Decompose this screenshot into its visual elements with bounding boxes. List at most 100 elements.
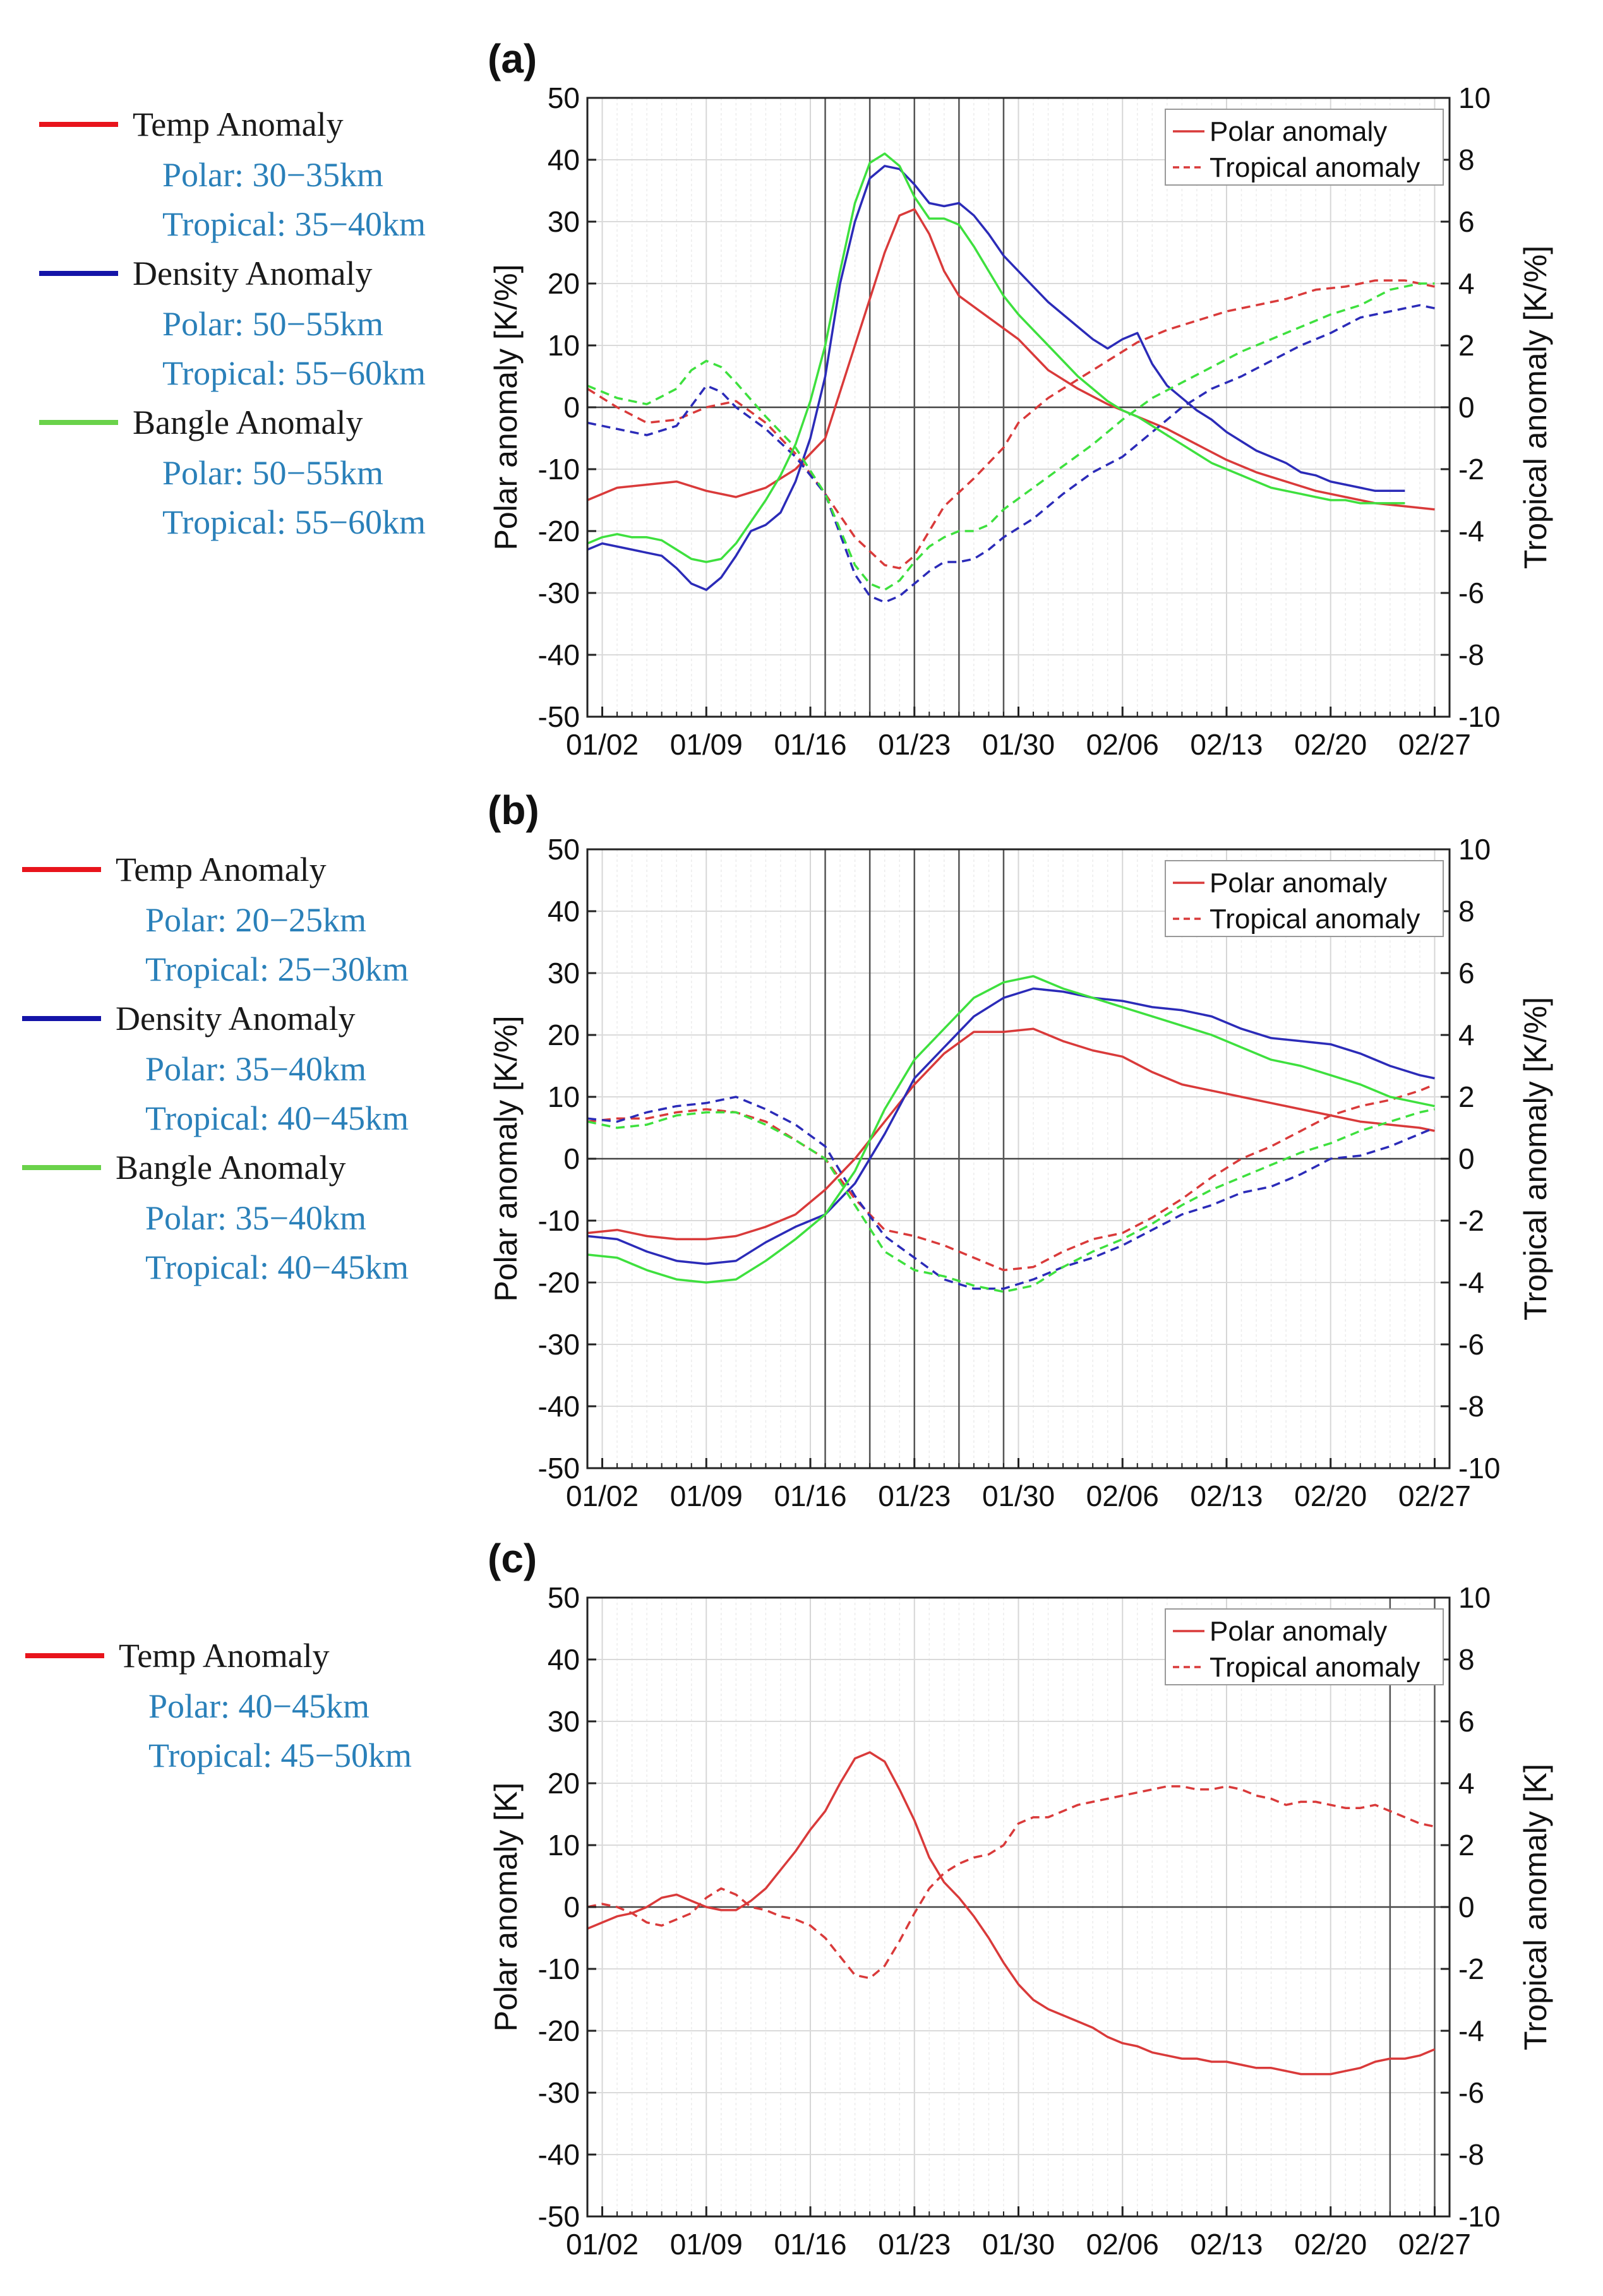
y2-tick-label: 0 [1458,391,1475,424]
x-tick-label: 02/20 [1294,2228,1367,2261]
y2-tick-label: 6 [1458,1705,1475,1738]
side-legend-polar: Polar: 35−40km [145,1199,366,1237]
y-axis-label: Polar anomaly [K] [488,1783,524,2032]
side-legend-polar: Polar: 50−55km [162,454,383,492]
x-tick-label: 01/30 [982,1480,1055,1512]
y2-axis-label: Tropical anomaly [K] [1518,1764,1553,2050]
x-tick-label: 01/09 [670,1480,743,1512]
y2-axis-label: Tropical anomaly [K/%] [1518,246,1553,569]
y2-tick-label: -2 [1458,453,1484,486]
y2-tick-label: 8 [1458,143,1475,176]
y-tick-label: 30 [548,205,580,238]
y2-tick-label: 8 [1458,1643,1475,1676]
y2-tick-label: 0 [1458,1891,1475,1923]
x-tick-label: 01/16 [774,1480,846,1512]
side-legend-tropical: Tropical: 45−50km [148,1737,412,1774]
inner-legend: Polar anomaly Tropical anomaly [1165,1608,1444,1685]
y2-tick-label: 4 [1458,267,1475,300]
inner-legend: Polar anomaly Tropical anomaly [1165,109,1444,186]
y2-tick-label: -8 [1458,2138,1484,2171]
side-legend-polar: Polar: 35−40km [145,1050,366,1088]
series-line-density-polar [587,165,1405,591]
series-line-tropical [587,1785,1435,1980]
y-axis-label: Polar anomaly [K/%] [488,1016,524,1302]
y-tick-label: 20 [548,1019,580,1051]
x-tick-label: 01/23 [878,1480,951,1512]
series-line-temp-tropical [587,279,1435,570]
legend-label-polar: Polar anomaly [1210,116,1387,147]
y-tick-label: -30 [538,1328,580,1361]
x-tick-label: 02/13 [1190,1480,1263,1512]
legend-label-tropical: Tropical anomaly [1210,904,1420,935]
series-line-density-tropical [587,304,1435,604]
x-tick-label: 01/23 [878,2228,951,2261]
y2-tick-label: -10 [1458,700,1500,733]
y-axis-label: Polar anomaly [K/%] [488,265,524,551]
y-tick-label: 20 [548,1767,580,1800]
y2-tick-label: 4 [1458,1019,1475,1051]
y-tick-label: -20 [538,2014,580,2047]
y2-tick-label: -8 [1458,638,1484,671]
inner-legend-box [1165,109,1444,186]
side-legend-title: Density Anomaly [116,1000,355,1037]
y2-tick-label: -10 [1458,2200,1500,2233]
panel-label: (c) [488,1536,537,1581]
y2-tick-label: 10 [1458,833,1491,866]
x-tick-label: 01/30 [982,728,1055,761]
y-tick-label: -20 [538,1266,580,1299]
y-tick-label: 10 [548,1829,580,1862]
side-legend-polar: Polar: 40−45km [148,1687,369,1725]
x-tick-label: 01/16 [774,728,846,761]
side-legend-polar: Polar: 30−35km [162,156,383,194]
side-legend-tropical: Tropical: 25−30km [145,950,409,988]
side-legend-tropical: Tropical: 55−60km [162,503,426,541]
y2-tick-label: 2 [1458,329,1475,362]
y2-tick-label: -4 [1458,2014,1484,2047]
x-tick-label: 02/27 [1398,728,1471,761]
y2-tick-label: 6 [1458,957,1475,990]
y-tick-label: -50 [538,1452,580,1485]
series-line-bangle-polar [587,152,1405,563]
series-line-temp-polar [587,208,1435,511]
side-legend-tropical: Tropical: 55−60km [162,354,426,392]
series-line-temp-polar [587,1027,1435,1241]
y2-axis-label: Tropical anomaly [K/%] [1518,997,1553,1320]
side-legend-polar: Polar: 50−55km [162,305,383,343]
x-tick-label: 01/02 [566,2228,639,2261]
x-tick-label: 01/30 [982,2228,1055,2261]
y2-tick-label: -2 [1458,1952,1484,1985]
x-tick-label: 01/02 [566,1480,639,1512]
side-legend: Temp Anomaly Polar: 30−35km Tropical: 35−4… [39,105,426,541]
x-tick-label: 02/20 [1294,1480,1367,1512]
y2-tick-label: -6 [1458,1328,1484,1361]
y2-tick-label: 10 [1458,1581,1491,1614]
y2-tick-label: -4 [1458,515,1484,547]
y-tick-label: 30 [548,957,580,990]
x-tick-label: 01/09 [670,2228,743,2261]
y-tick-label: 50 [548,833,580,866]
y-tick-label: 50 [548,1581,580,1614]
side-legend: Temp Anomaly Polar: 20−25km Tropical: 25−3… [22,851,409,1286]
side-legend: Temp Anomaly Polar: 40−45km Tropical: 45−5… [25,1637,412,1774]
panel-c: (c)50403020100-10-20-30-40-501086420-2-4… [25,1536,1553,2261]
y-tick-label: 0 [563,1142,580,1175]
side-legend-tropical: Tropical: 35−40km [162,205,426,243]
y-tick-label: 0 [563,391,580,424]
y2-tick-label: 10 [1458,81,1491,114]
series-line-bangle-tropical [587,282,1435,591]
panel-a: (a)50403020100-10-20-30-40-501086420-2-4… [39,36,1553,761]
x-tick-label: 02/06 [1086,728,1159,761]
y-tick-label: -10 [538,1204,580,1237]
inner-legend: Polar anomaly Tropical anomaly [1165,860,1444,937]
y-tick-label: -40 [538,2138,580,2171]
x-tick-label: 02/27 [1398,2228,1471,2261]
x-tick-label: 01/09 [670,728,743,761]
series-line-temp-polar [587,1751,1436,2076]
y2-tick-label: -6 [1458,2076,1484,2109]
panel-b: (b)50403020100-10-20-30-40-501086420-2-4… [22,787,1553,1512]
legend-label-polar: Polar anomaly [1210,868,1387,899]
y-tick-label: -40 [538,638,580,671]
series-line-bangle-polar [587,975,1435,1284]
panel-label: (a) [488,36,537,81]
x-tick-label: 02/20 [1294,728,1367,761]
